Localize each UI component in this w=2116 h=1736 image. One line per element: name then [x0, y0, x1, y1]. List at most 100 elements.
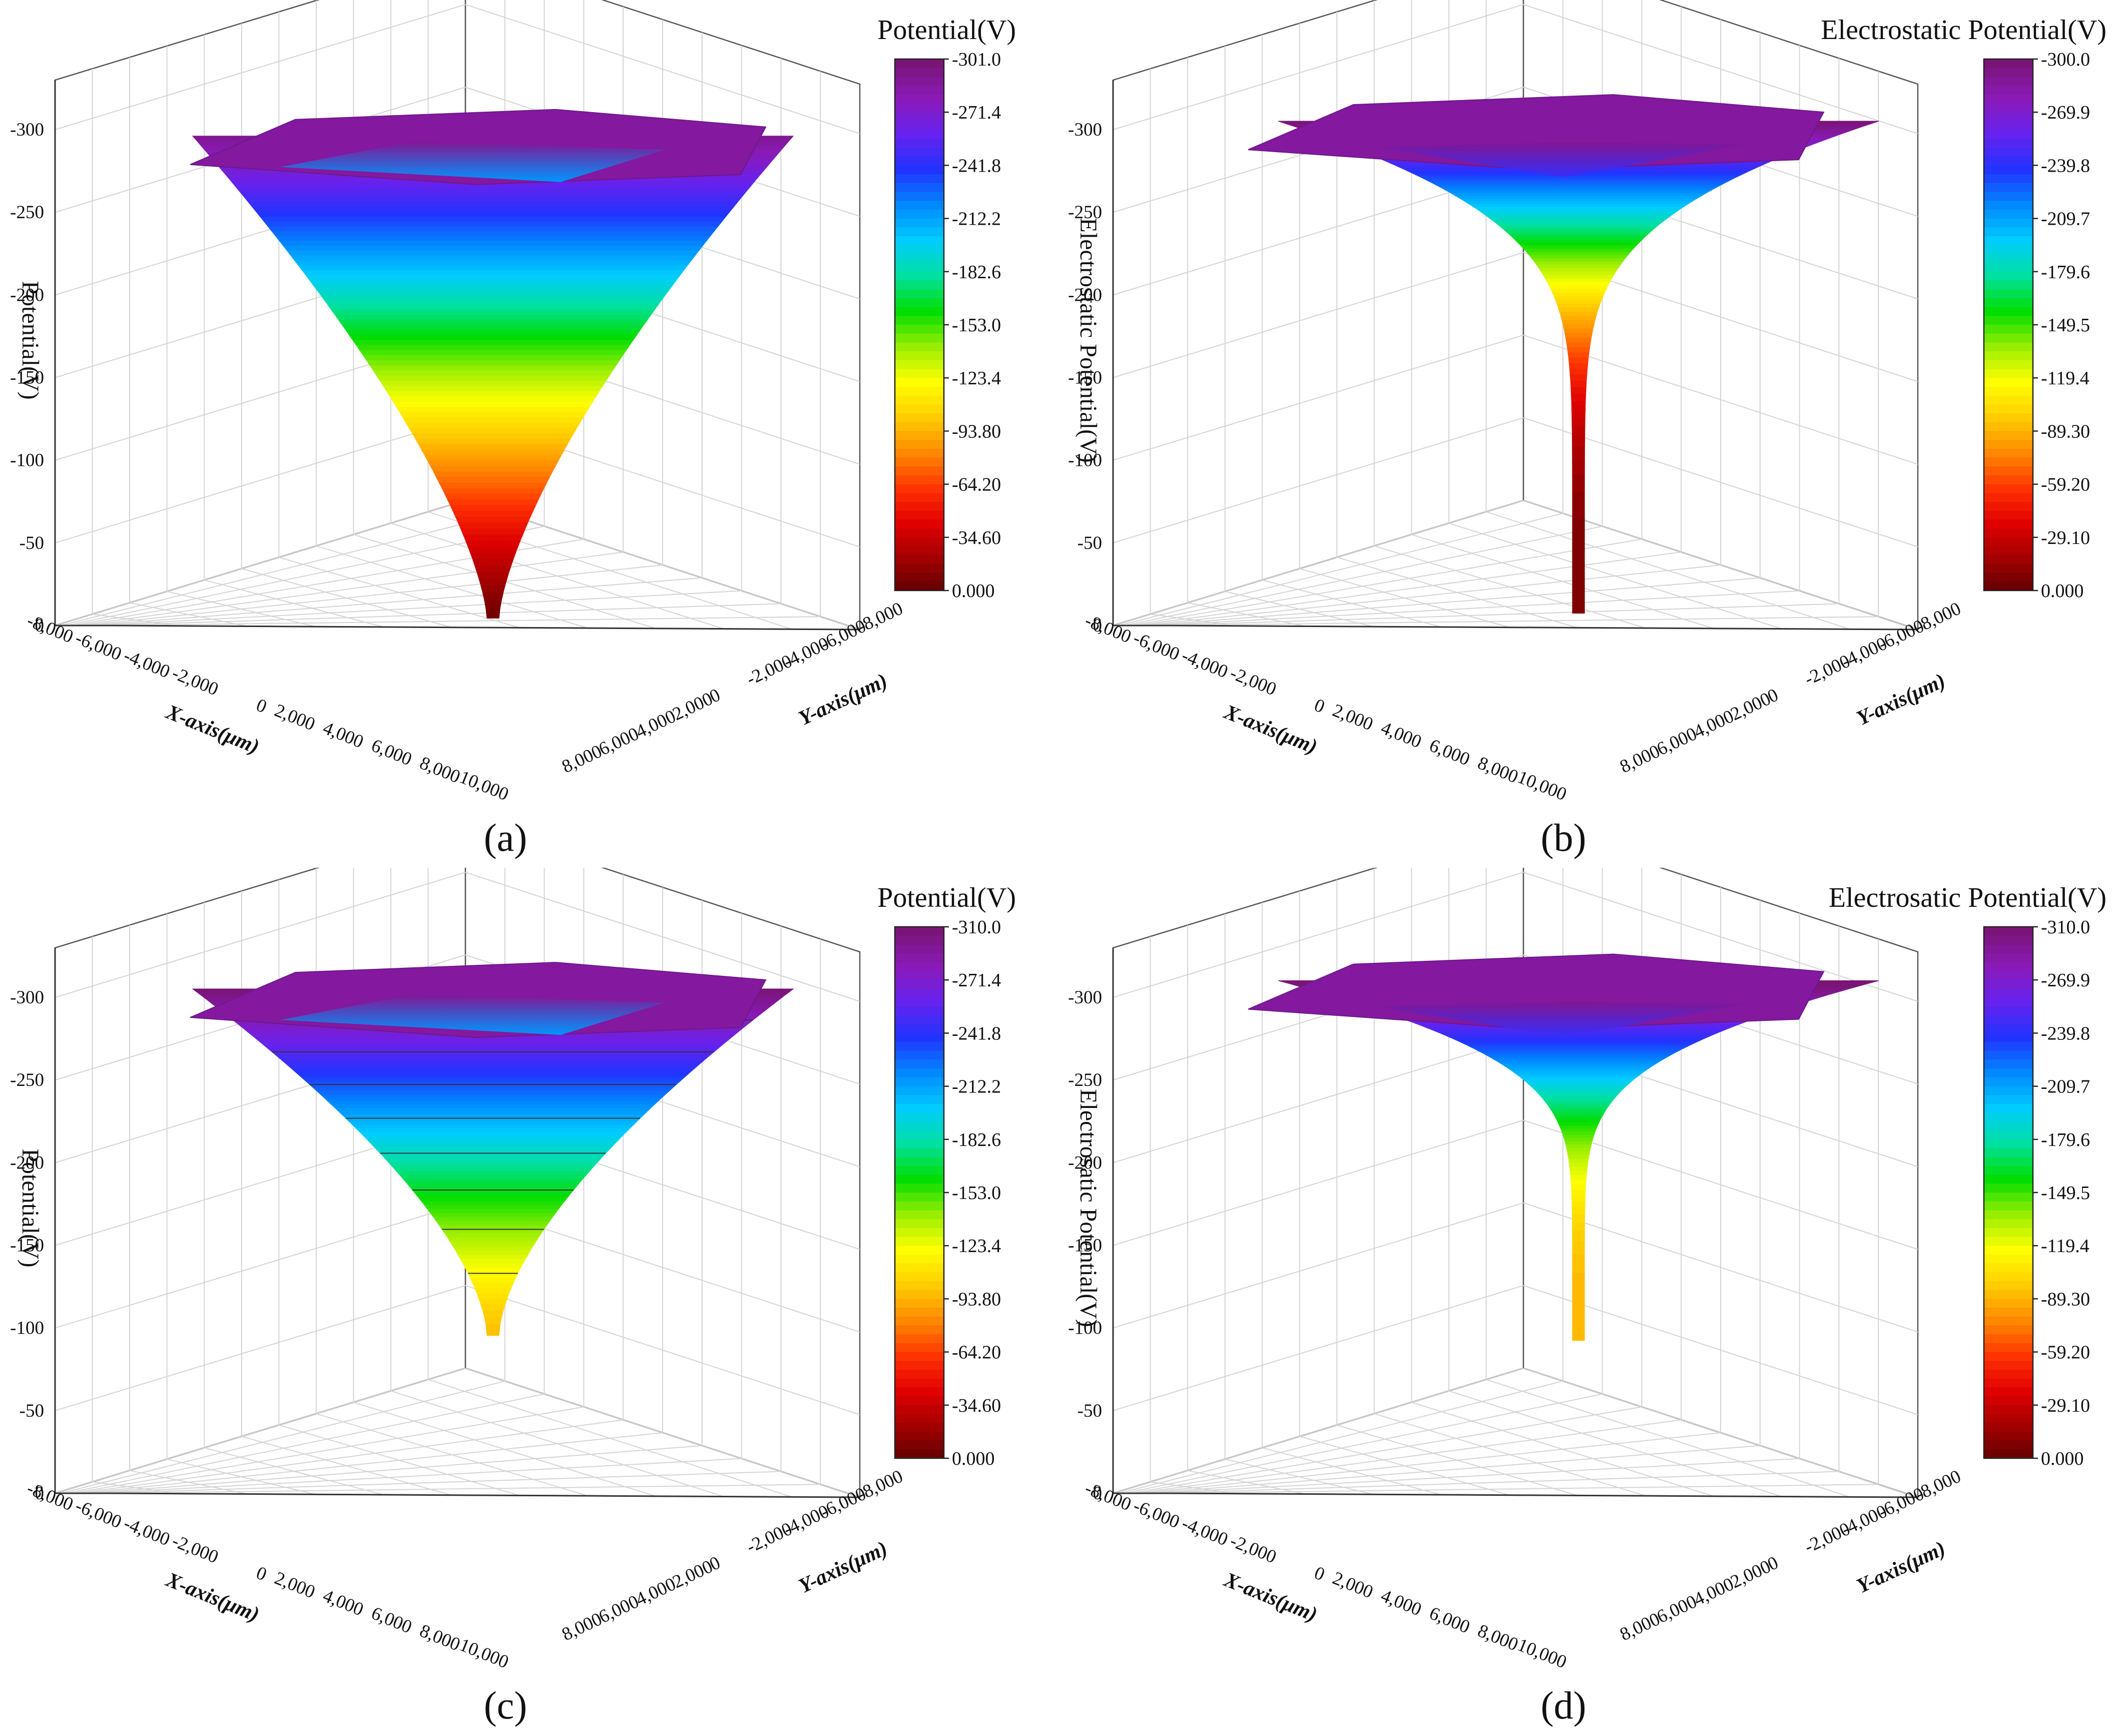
colorbar-step	[895, 457, 944, 467]
x-tick-label: 2,000	[272, 700, 318, 735]
colorbar-tick-label: -89.30	[2041, 1289, 2090, 1310]
surface-band	[1525, 1082, 1632, 1085]
colorbar-step	[895, 307, 944, 317]
colorbar-step	[895, 351, 944, 361]
colorbar-step	[1984, 1130, 2033, 1140]
colorbar-step	[1984, 484, 2033, 494]
surface-band	[435, 476, 551, 483]
colorbar-step	[895, 944, 944, 954]
surface-band	[1572, 446, 1585, 460]
colorbar-tick-label: -123.4	[952, 1236, 1001, 1257]
surface-band	[290, 255, 696, 261]
z-axis-label: Potential(V)	[17, 281, 44, 399]
surface-band	[396, 406, 590, 413]
surface-band	[1568, 363, 1589, 369]
x-axis-label: X-axis(μm)	[1220, 700, 1321, 759]
colorbar-step	[895, 1104, 944, 1113]
colorbar-step	[1984, 342, 2033, 352]
surface-band	[411, 1190, 575, 1195]
colorbar-step	[895, 582, 944, 591]
colorbar-step	[1984, 997, 2033, 1007]
colorbar-step	[895, 519, 944, 529]
colorbar-step	[895, 1254, 944, 1264]
surface-band	[348, 335, 638, 341]
colorbar-step	[1984, 440, 2033, 449]
colorbar-step	[1984, 1299, 2033, 1309]
x-tick-label: 2,000	[272, 1568, 318, 1602]
x-tick-label: 4,000	[1378, 718, 1424, 752]
colorbar-step	[895, 1299, 944, 1309]
colorbar-step	[1984, 962, 2033, 972]
surface-band	[290, 1067, 696, 1072]
surface-band	[1425, 179, 1732, 183]
surface-band	[312, 1087, 674, 1092]
y-axis-label: Y-axis(μm)	[795, 669, 891, 730]
surface-band	[376, 1149, 610, 1154]
surface-band	[244, 197, 742, 203]
colorbar-step	[1984, 944, 2033, 954]
surface-band	[484, 1317, 502, 1325]
colorbar-step	[1984, 289, 2033, 299]
surface-band	[452, 510, 534, 517]
colorbar-step	[895, 1361, 944, 1370]
z-tick-label: -200	[10, 1152, 44, 1173]
surface-band	[382, 1156, 604, 1161]
surface-band	[1560, 315, 1597, 321]
colorbar-step	[895, 192, 944, 202]
colorbar-tick-label: -209.7	[2041, 1076, 2090, 1097]
colorbar-step	[895, 1166, 944, 1176]
surface-band	[1455, 196, 1702, 200]
colorbar-step	[1984, 1219, 2033, 1229]
colorbar-step	[895, 1219, 944, 1229]
surface-band	[1544, 278, 1613, 283]
surface-band	[421, 1201, 565, 1206]
z-tick-label: -250	[1068, 1070, 1102, 1090]
surface-band	[1556, 1120, 1601, 1123]
colorbar-step	[1984, 1308, 2033, 1317]
surface-band	[1562, 1134, 1595, 1138]
x-tick-label: -2,000	[169, 1531, 221, 1568]
surface-band	[359, 350, 627, 356]
colorbar-step	[895, 537, 944, 547]
chart-svg: 0-50-100-150-200-250-300-8,000-6,000-4,0…	[1068, 868, 2106, 1727]
x-tick-label: 6,000	[368, 1603, 415, 1637]
colorbar-step	[1984, 988, 2033, 998]
surface-band	[482, 593, 504, 601]
colorbar-step	[895, 1184, 944, 1193]
colorbar-step	[895, 1449, 944, 1459]
surface-band	[1572, 1254, 1585, 1274]
colorbar-step	[895, 1201, 944, 1211]
colorbar-step	[895, 1290, 944, 1300]
colorbar-step	[895, 1272, 944, 1282]
y-tick-label: 8,000	[559, 1609, 605, 1645]
surface-band	[1507, 1068, 1650, 1071]
colorbar-step	[1984, 1254, 2033, 1264]
colorbar-step	[895, 112, 944, 122]
z-tick-label: -250	[1068, 202, 1102, 223]
surface-band	[408, 1186, 578, 1191]
colorbar-step	[1984, 953, 2033, 963]
colorbar-tick-label: -182.6	[952, 262, 1001, 283]
surface-band	[1572, 459, 1585, 475]
surface-band	[1459, 198, 1698, 202]
x-tick-label: 0	[1311, 1562, 1328, 1585]
chart-panel-b: 0 -50 -100 -150 -200 -250 -300 -8,000 -6,000 -4,0…	[1058, 0, 2116, 868]
colorbar-tick-label: -64.20	[952, 1342, 1001, 1363]
surface-band	[279, 1058, 707, 1062]
colorbar-step	[1984, 1201, 2033, 1211]
colorbar-tick-label: -123.4	[952, 368, 1001, 389]
colorbar-step	[1984, 1325, 2033, 1335]
surface-band	[415, 1193, 571, 1198]
surface-band	[386, 1160, 600, 1165]
colorbar-step	[1984, 130, 2033, 140]
colorbar-step	[895, 1121, 944, 1131]
surface-band	[1536, 1091, 1621, 1095]
surface-band	[1572, 518, 1585, 614]
surface-band	[396, 1171, 590, 1176]
surface-band	[460, 528, 526, 535]
colorbar-tick-label: -93.80	[952, 421, 1001, 442]
z-axis-label: Electrostatic Potential(V)	[1075, 218, 1102, 462]
surface-band	[316, 290, 670, 296]
colorbar-tick-label: -241.8	[952, 1023, 1001, 1044]
colorbar-title: Electrostatic Potential(V)	[1821, 15, 2106, 46]
